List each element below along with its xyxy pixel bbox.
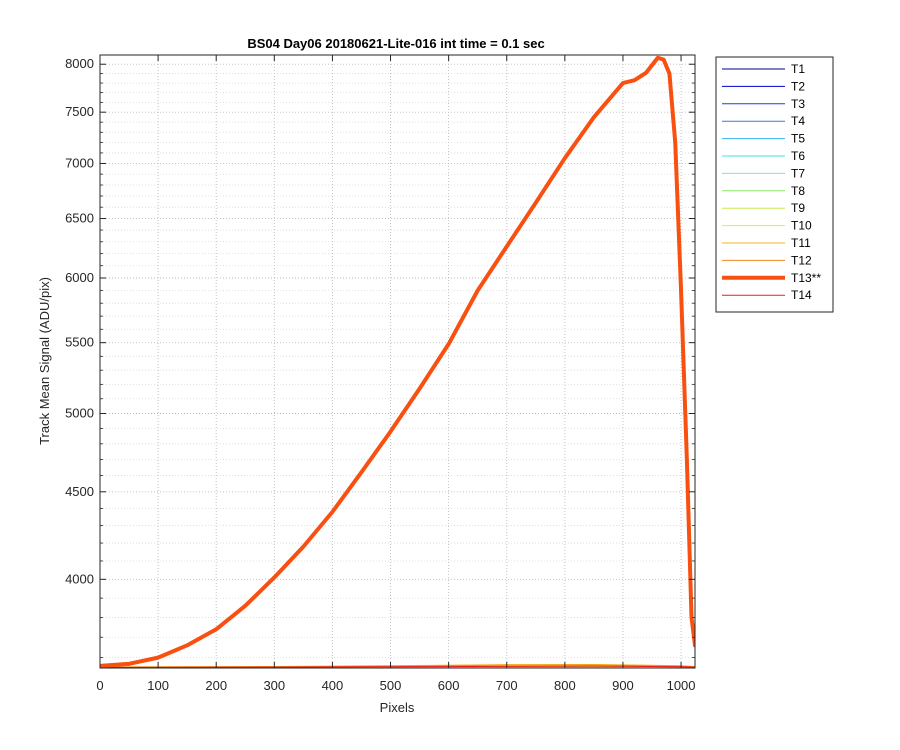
legend-label: T7 [791, 166, 805, 180]
y-tick-label: 4000 [65, 571, 94, 586]
x-tick-label: 800 [554, 678, 576, 693]
legend-label: T8 [791, 184, 805, 198]
legend: T1 T2 T3 T4 T5 T6 T7 T8 T9 T10 T11 T12 T13** T14 [715, 56, 834, 313]
legend-label: T14 [791, 288, 812, 302]
chart-title: BS04 Day06 20180621-Lite-016 int time = … [247, 36, 544, 51]
legend-label: T9 [791, 201, 805, 215]
x-tick-label: 900 [612, 678, 634, 693]
legend-label: T6 [791, 149, 805, 163]
y-axis-label: Track Mean Signal (ADU/pix) [37, 277, 52, 445]
legend-items: T1 T2 T3 T4 T5 T6 T7 T8 T9 T10 T11 T12 T13** T14 [722, 62, 821, 302]
minor-grid [100, 73, 695, 659]
y-tick-label: 5000 [65, 405, 94, 420]
x-tick-label: 700 [496, 678, 518, 693]
x-tick-label: 500 [380, 678, 402, 693]
y-tick-label: 7500 [65, 104, 94, 119]
y-tick-label: 7000 [65, 155, 94, 170]
series-line-t13 [100, 55, 695, 668]
y-tick-label: 8000 [65, 56, 94, 71]
y-tick-label: 6000 [65, 270, 94, 285]
y-axis-ticks: 4000 4500 5000 5500 6000 6500 7000 7500 8000 [65, 56, 695, 659]
legend-label: T5 [791, 132, 805, 146]
x-tick-label: 600 [438, 678, 460, 693]
y-tick-label: 6500 [65, 211, 94, 226]
x-tick-label: 300 [263, 678, 285, 693]
x-axis-ticks: 0 100 200 300 400 500 600 700 800 900 1000 [96, 55, 696, 693]
legend-box [715, 56, 834, 313]
x-tick-label: 400 [322, 678, 344, 693]
x-tick-label: 200 [205, 678, 227, 693]
y-tick-label: 4500 [65, 484, 94, 499]
y-tick-label: 5500 [65, 335, 94, 350]
legend-label: T3 [791, 97, 805, 111]
legend-label: T11 [791, 236, 811, 250]
x-tick-label: 100 [147, 678, 169, 693]
legend-label: T4 [791, 114, 805, 128]
legend-label: T13** [791, 271, 821, 285]
legend-label: T2 [791, 79, 805, 93]
x-tick-label: 0 [96, 678, 103, 693]
legend-label: T1 [791, 62, 805, 76]
x-axis-label: Pixels [380, 700, 415, 715]
x-tick-label: 1000 [667, 678, 696, 693]
legend-label: T12 [791, 253, 812, 267]
plot-area-frame [99, 54, 696, 669]
legend-label: T10 [791, 219, 812, 233]
